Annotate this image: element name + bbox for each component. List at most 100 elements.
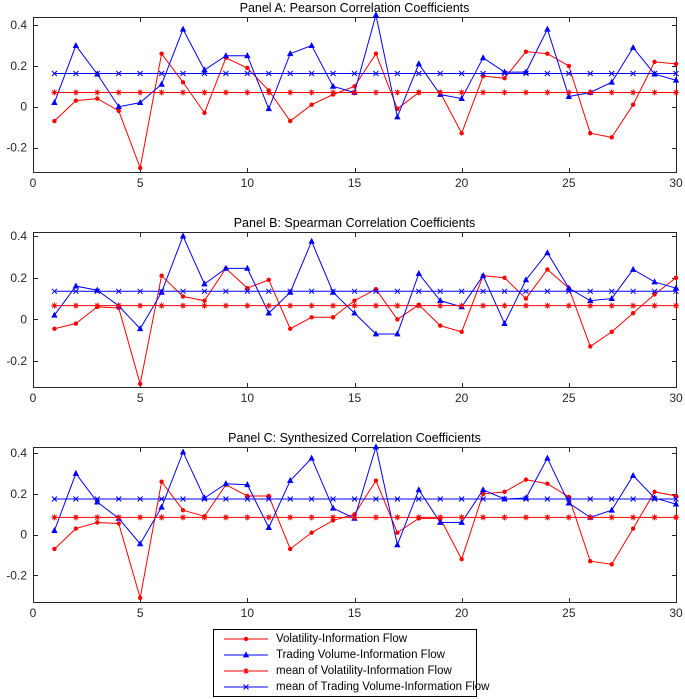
dot-marker <box>202 298 207 303</box>
x-marker <box>501 288 508 295</box>
triangle-marker <box>179 25 187 32</box>
asterisk-marker <box>415 89 422 96</box>
asterisk-marker <box>587 89 594 96</box>
x-marker <box>544 70 551 77</box>
x-marker <box>673 496 679 502</box>
asterisk-marker <box>394 514 401 521</box>
legend-marker-x <box>224 684 268 691</box>
panel-a-y-tick-label: -0.2 <box>6 141 27 155</box>
asterisk-marker <box>437 302 444 309</box>
triangle-marker <box>415 270 422 277</box>
triangle-marker <box>244 481 251 488</box>
asterisk-marker <box>651 514 658 521</box>
asterisk-marker <box>437 514 444 521</box>
asterisk-marker <box>265 302 272 309</box>
x-marker <box>158 288 165 295</box>
dot-marker <box>180 508 186 513</box>
legend-marker-asterisk <box>224 668 268 675</box>
legend-label: Trading Volume-Information Flow <box>276 648 445 661</box>
dot-marker <box>459 131 464 136</box>
legend-box: Volatility-Information Flow Trading Volum… <box>213 629 490 697</box>
x-marker <box>544 496 551 502</box>
triangle-marker <box>201 280 208 287</box>
panel-a-y-tick-label: 0 <box>20 100 27 114</box>
asterisk-marker <box>115 89 122 96</box>
x-marker <box>201 496 208 502</box>
triangle-marker <box>522 68 530 75</box>
triangle-marker <box>544 454 551 461</box>
dot-marker <box>609 562 614 567</box>
triangle-marker <box>308 41 315 48</box>
x-marker <box>394 288 401 295</box>
asterisk-marker <box>501 514 508 521</box>
asterisk-marker <box>673 302 679 309</box>
asterisk-marker <box>458 514 465 521</box>
panel-b-x-tick-label: 20 <box>455 391 469 405</box>
dot-marker <box>116 521 121 526</box>
asterisk-marker <box>137 89 144 96</box>
asterisk-marker <box>94 302 101 309</box>
panel-c-series-asterisk <box>51 514 679 521</box>
dot-marker <box>159 479 164 484</box>
panel-c-x-tick-label: 10 <box>241 606 255 620</box>
asterisk-marker <box>201 302 208 309</box>
dot-marker <box>52 546 57 552</box>
x-marker <box>137 496 144 502</box>
triangle-marker <box>651 278 658 285</box>
legend-item: mean of Volatility-Information Flow <box>222 664 476 679</box>
triangle-marker <box>479 54 487 61</box>
asterisk-marker <box>72 514 79 521</box>
asterisk-marker <box>630 302 637 309</box>
dot-marker <box>245 285 250 291</box>
panel-c-y-tick-label: 0.4 <box>10 446 27 460</box>
triangle-marker <box>179 448 187 455</box>
x-marker <box>244 496 251 502</box>
asterisk-marker <box>522 302 529 309</box>
asterisk-marker <box>201 89 208 96</box>
series-line <box>53 445 677 547</box>
triangle-marker <box>287 50 294 57</box>
x-marker <box>415 288 422 295</box>
x-marker <box>308 70 315 77</box>
triangle-marker <box>501 319 508 326</box>
legend-label: mean of Trading Volume-Information Flow <box>276 681 490 694</box>
asterisk-marker <box>415 302 422 309</box>
dot-marker <box>352 298 357 303</box>
panel-c-x-tick-label: 15 <box>348 606 362 620</box>
dot-marker <box>652 489 657 495</box>
panel-a-x-tick-label: 25 <box>562 176 576 190</box>
x-marker <box>223 496 229 502</box>
panel-c-x-tick-label: 25 <box>562 606 576 620</box>
triangle-marker <box>179 232 187 239</box>
asterisk-marker <box>651 302 658 309</box>
panel-c-series-dot <box>52 477 679 601</box>
dot-marker <box>609 329 614 335</box>
panel-a-title: Panel A: Pearson Correlation Coefficient… <box>239 1 470 15</box>
x-marker <box>51 70 58 77</box>
dot-marker <box>545 51 550 56</box>
triangle-marker <box>608 78 615 85</box>
triangle-marker <box>51 311 58 318</box>
x-marker <box>73 70 79 77</box>
triangle-marker <box>501 68 508 75</box>
x-marker <box>51 496 58 502</box>
asterisk-marker <box>458 302 465 309</box>
asterisk-marker <box>587 514 594 521</box>
asterisk-marker <box>415 514 422 521</box>
panel-b-series-triangle <box>51 232 680 337</box>
triangle-marker <box>629 43 637 50</box>
triangle-marker <box>479 486 487 493</box>
asterisk-marker <box>51 89 58 96</box>
asterisk-marker <box>222 89 229 96</box>
x-marker <box>630 496 636 502</box>
x-marker <box>73 496 79 502</box>
x-marker <box>437 496 444 502</box>
x-marker <box>523 496 529 502</box>
asterisk-marker <box>244 514 251 521</box>
x-marker <box>265 70 272 77</box>
series-line <box>54 234 677 335</box>
dot-marker <box>330 315 336 320</box>
asterisk-marker <box>544 514 551 521</box>
triangle-marker <box>244 52 251 59</box>
asterisk-marker <box>222 302 229 309</box>
